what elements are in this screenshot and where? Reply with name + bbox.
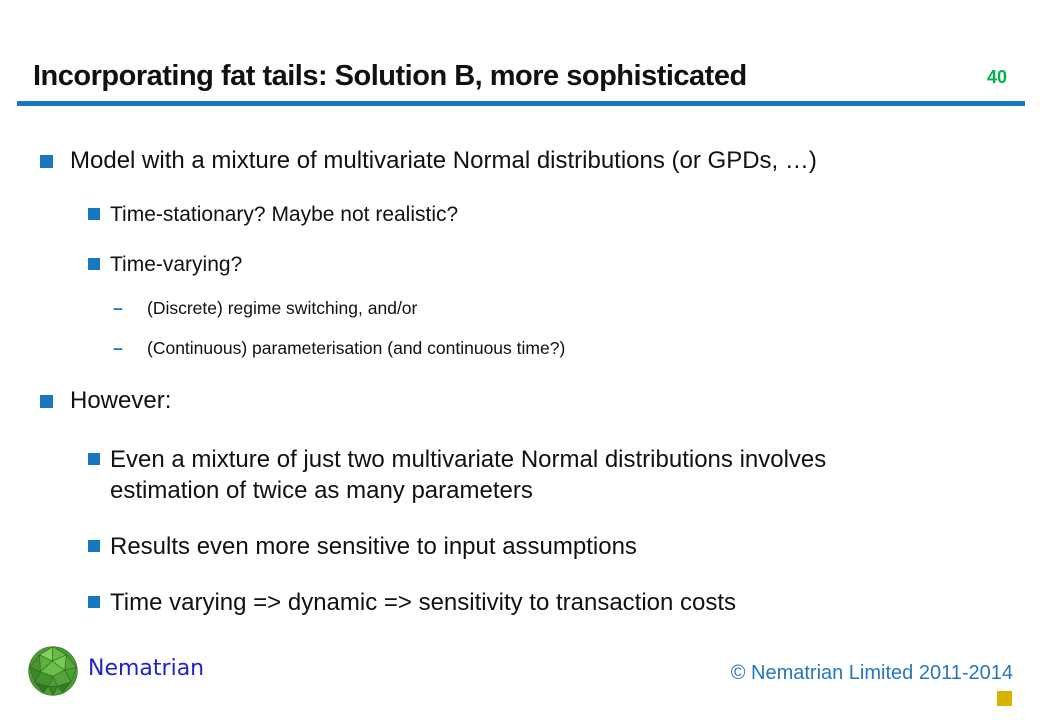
title-underline — [17, 101, 1025, 106]
bullet-item: Time varying => dynamic => sensitivity t… — [88, 587, 736, 618]
bullet-text: (Discrete) regime switching, and/or — [147, 298, 418, 318]
dash-icon: – — [113, 338, 123, 358]
bullet-square-icon — [40, 395, 53, 408]
dash-icon: – — [113, 298, 123, 318]
bullet-item: Even a mixture of just two multivariate … — [88, 444, 910, 506]
bullet-text: However: — [70, 387, 172, 414]
gold-square-icon — [997, 691, 1012, 706]
bullet-item: Time-varying? — [88, 251, 242, 278]
bullet-text: Model with a mixture of multivariate Nor… — [70, 147, 817, 174]
bullet-square-icon — [40, 155, 53, 168]
bullet-item: Model with a mixture of multivariate Nor… — [40, 146, 817, 176]
copyright-text: © Nematrian Limited 2011-2014 — [730, 662, 1013, 684]
bullet-square-icon — [88, 540, 100, 552]
bullet-text: Time varying => dynamic => sensitivity t… — [110, 589, 737, 616]
page-number: 40 — [986, 67, 1007, 87]
bullet-text: (Continuous) parameterisation (and conti… — [147, 338, 566, 358]
brand-name: Nematrian — [88, 656, 205, 681]
nematrian-logo-icon — [28, 646, 78, 696]
bullet-item: – (Continuous) parameterisation (and con… — [113, 337, 565, 360]
slide-title: Incorporating fat tails: Solution B, mor… — [33, 60, 747, 92]
bullet-text: Even a mixture of just two multivariate … — [110, 446, 827, 504]
bullet-square-icon — [88, 208, 100, 220]
bullet-text: Time-varying? — [110, 253, 243, 276]
bullet-item: However: — [40, 386, 171, 416]
bullet-text: Results even more sensitive to input ass… — [110, 533, 637, 560]
bullet-item: – (Discrete) regime switching, and/or — [113, 297, 417, 320]
bullet-square-icon — [88, 258, 100, 270]
bullet-square-icon — [88, 596, 100, 608]
bullet-item: Time-stationary? Maybe not realistic? — [88, 201, 458, 228]
bullet-text: Time-stationary? Maybe not realistic? — [110, 203, 459, 226]
bullet-item: Results even more sensitive to input ass… — [88, 531, 637, 562]
bullet-square-icon — [88, 453, 100, 465]
